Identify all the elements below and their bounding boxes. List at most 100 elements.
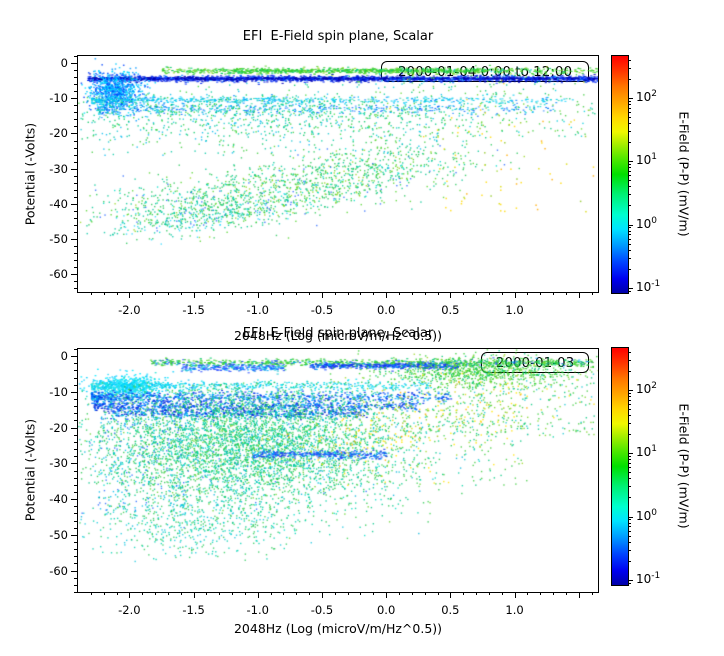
colorbar-minor-tick [628,392,631,394]
x-axis-tick [553,592,555,595]
x-axis-tick [591,592,593,595]
x-axis-tick [565,292,567,295]
x-axis-tick [244,592,246,595]
y-axis-tick [74,577,77,579]
colorbar-major-tick [628,161,633,163]
colorbar-major-tick [628,97,633,99]
y-axis-tick [71,203,77,205]
x-axis-tick [167,592,169,595]
x-axis-tick [116,592,118,595]
colorbar-minor-tick [628,100,631,102]
y-axis-tick [74,196,77,198]
panel1-x-axis-label: 2048Hz (Log (microV/m/Hz^0.5)) [233,328,443,343]
x-axis-tick [386,292,388,298]
x-axis-tick [232,592,234,595]
x-tick-label: 1.0 [505,603,524,617]
colorbar-major-tick [628,224,633,226]
x-tick-label: 1.0 [505,303,524,317]
x-axis-tick [270,592,272,595]
x-axis-tick [476,592,478,595]
x-tick-label: -1.0 [246,603,269,617]
y-axis-tick [74,154,77,156]
y-tick-label: -30 [49,161,68,176]
y-axis-tick [74,281,77,283]
x-axis-tick [411,592,413,595]
x-axis-tick [219,592,221,595]
x-axis-tick [565,592,567,595]
y-axis-tick [74,592,77,593]
colorbar-tick-label: 10-1 [636,278,661,294]
y-axis-tick [71,63,77,65]
colorbar-minor-tick [628,186,631,188]
y-axis-tick [74,470,77,472]
x-axis-tick [90,592,92,595]
colorbar-minor-tick [628,463,631,464]
y-tick-label: -60 [49,563,68,578]
x-axis-tick [527,592,529,595]
x-axis-tick [142,292,144,295]
x-tick-label: 0.5 [441,603,460,617]
y-axis-tick [74,549,77,551]
panel2-scatter-canvas [78,349,598,592]
colorbar-tick-label: 100 [636,215,658,231]
y-axis-tick [71,98,77,100]
y-axis-tick [74,253,77,255]
colorbar-major-tick [628,579,633,581]
x-axis-tick [424,292,426,295]
x-axis-tick [296,292,298,295]
y-axis-tick [74,377,77,379]
x-axis-tick [360,292,362,295]
y-axis-tick [74,406,77,408]
colorbar-minor-tick [628,351,631,353]
x-axis-tick [437,292,439,295]
y-axis-tick [74,218,77,220]
y-axis-tick [74,175,77,177]
x-axis-tick [180,292,182,295]
y-axis-tick [74,126,77,128]
y-axis-tick [74,370,77,372]
colorbar-minor-tick [628,171,631,172]
x-axis-tick [103,292,105,295]
y-axis-tick [74,56,77,57]
colorbar-minor-tick [628,175,631,177]
colorbar-minor-tick [628,560,631,562]
colorbar-minor-tick [628,238,631,240]
y-axis-tick [74,456,77,458]
x-axis-tick [129,292,131,298]
y-tick-label: -50 [49,527,68,542]
colorbar-minor-tick [628,395,631,397]
y-tick-label: -10 [49,384,68,399]
x-axis-tick [206,592,208,595]
x-axis-tick [373,592,375,595]
x-axis-tick [90,292,92,295]
colorbar-minor-tick [628,472,631,474]
colorbar-tick-label: 101 [636,444,658,460]
x-axis-tick [578,292,580,298]
colorbar-major-tick [628,516,633,518]
x-axis-tick [424,592,426,595]
y-axis-tick [74,70,77,72]
colorbar-minor-tick [628,549,631,551]
x-axis-tick [257,292,259,298]
x-axis-tick [501,292,503,295]
colorbar-minor-tick [628,234,631,236]
y-axis-tick [71,534,77,536]
colorbar-minor-tick [628,456,631,458]
y-axis-tick [74,563,77,565]
colorbar-minor-tick [628,59,631,61]
x-tick-label: -1.5 [182,303,205,317]
y-axis-tick [74,363,77,365]
x-axis-tick [398,292,400,295]
colorbar-minor-tick [628,530,631,532]
colorbar-minor-tick [628,459,631,461]
y-axis-tick [74,210,77,212]
colorbar-major-tick [628,453,633,455]
x-axis-tick [347,592,349,595]
y-axis-tick [74,232,77,234]
colorbar-minor-tick [628,497,631,499]
y-axis-tick [74,584,77,586]
y-axis-tick [74,77,77,79]
colorbar-minor-tick [628,180,631,182]
colorbar-minor-tick [628,249,631,251]
y-tick-label: -30 [49,456,68,471]
